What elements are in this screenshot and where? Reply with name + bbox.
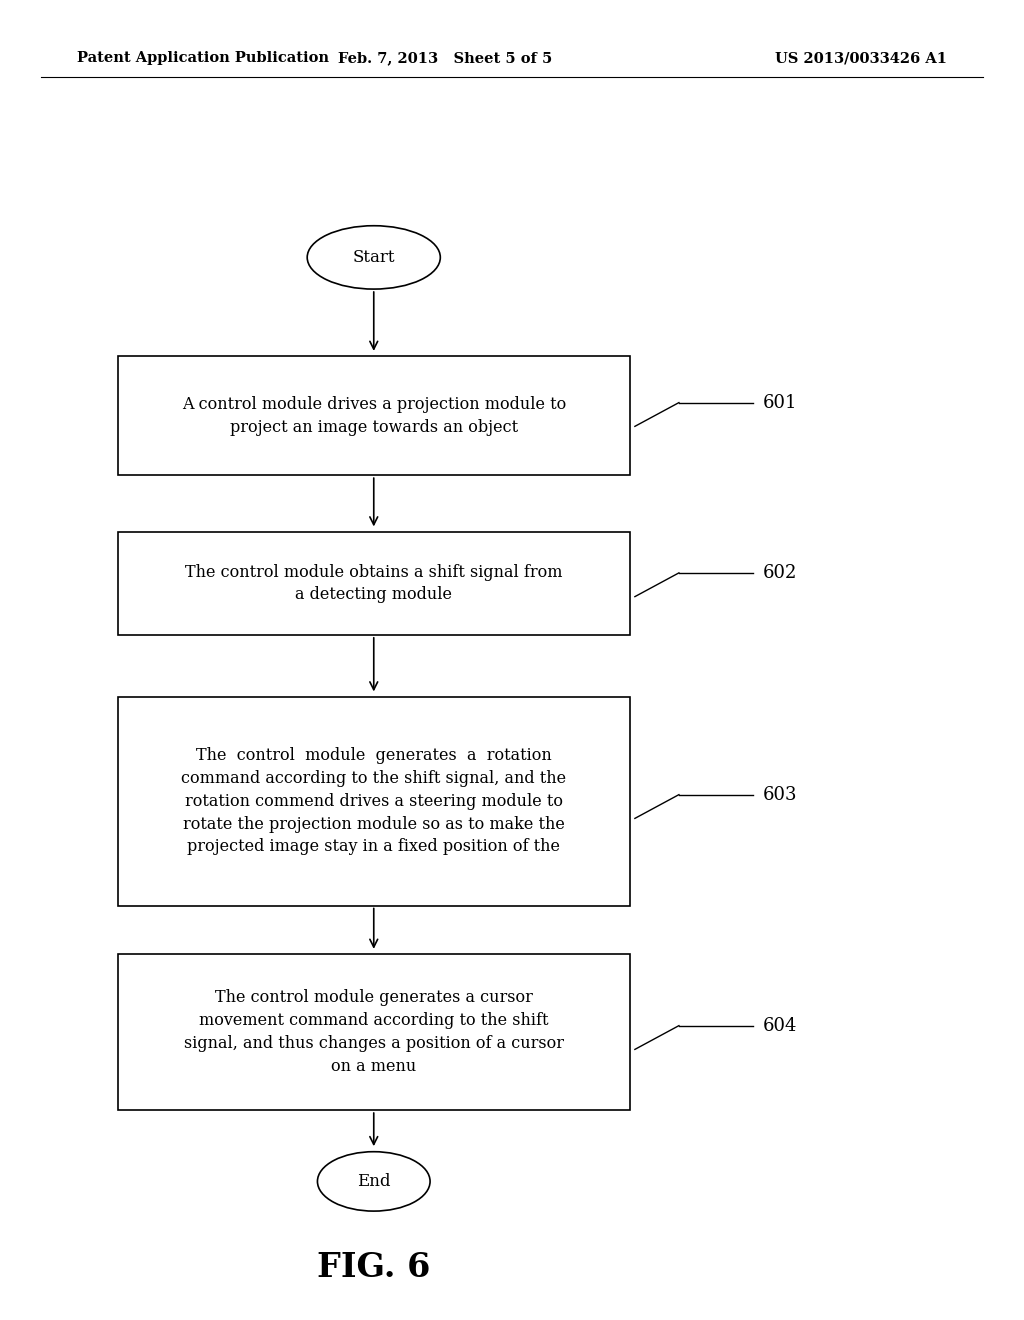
Text: FIG. 6: FIG. 6 xyxy=(317,1251,430,1283)
Text: 603: 603 xyxy=(763,785,798,804)
FancyBboxPatch shape xyxy=(118,697,630,906)
Text: 602: 602 xyxy=(763,564,798,582)
FancyBboxPatch shape xyxy=(118,954,630,1110)
Text: Feb. 7, 2013   Sheet 5 of 5: Feb. 7, 2013 Sheet 5 of 5 xyxy=(338,51,553,65)
Text: End: End xyxy=(357,1173,390,1189)
Text: Start: Start xyxy=(352,249,395,265)
Text: 604: 604 xyxy=(763,1016,798,1035)
Text: The  control  module  generates  a  rotation
command according to the shift sign: The control module generates a rotation … xyxy=(181,747,566,855)
Text: Patent Application Publication: Patent Application Publication xyxy=(77,51,329,65)
Text: US 2013/0033426 A1: US 2013/0033426 A1 xyxy=(775,51,947,65)
FancyBboxPatch shape xyxy=(118,356,630,475)
FancyBboxPatch shape xyxy=(118,532,630,635)
Text: 601: 601 xyxy=(763,393,798,412)
Text: The control module obtains a shift signal from
a detecting module: The control module obtains a shift signa… xyxy=(185,564,562,603)
Text: The control module generates a cursor
movement command according to the shift
si: The control module generates a cursor mo… xyxy=(183,990,564,1074)
Text: A control module drives a projection module to
project an image towards an objec: A control module drives a projection mod… xyxy=(181,396,566,436)
